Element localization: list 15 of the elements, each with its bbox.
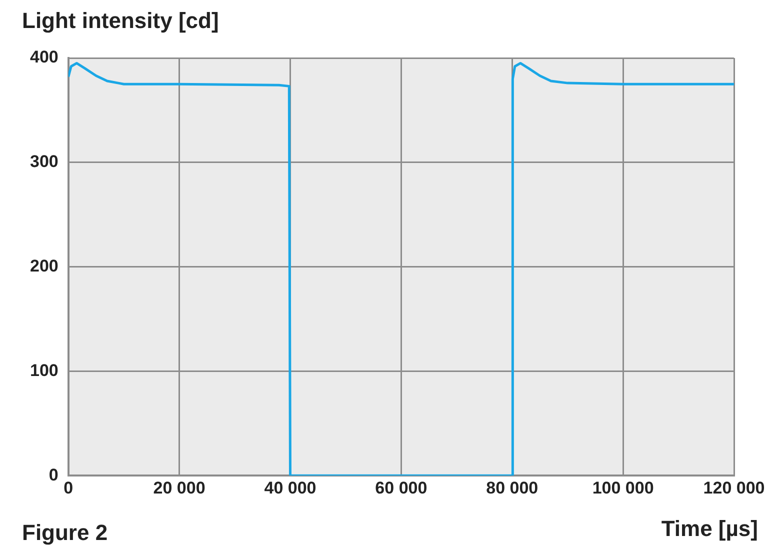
y-tick-label: 400	[30, 48, 58, 67]
y-tick-label: 200	[30, 256, 58, 276]
x-tick-label: 120 000	[703, 478, 765, 498]
caption: Figure 2	[22, 520, 108, 546]
y-tick-label: 300	[30, 152, 58, 172]
x-tick-label: 40 000	[264, 478, 316, 498]
x-tick-label: 0	[64, 478, 74, 498]
x-tick-label: 20 000	[153, 478, 206, 498]
x-tick-label: 60 000	[375, 478, 428, 498]
y-axis-title: Light intensity [cd]	[22, 8, 219, 34]
x-axis-title: Time [µs]	[661, 516, 758, 542]
y-tick-label: 0	[48, 465, 58, 484]
x-tick-label: 80 000	[486, 478, 538, 498]
x-tick-label: 100 000	[592, 478, 654, 498]
y-tick-label: 100	[30, 360, 58, 380]
